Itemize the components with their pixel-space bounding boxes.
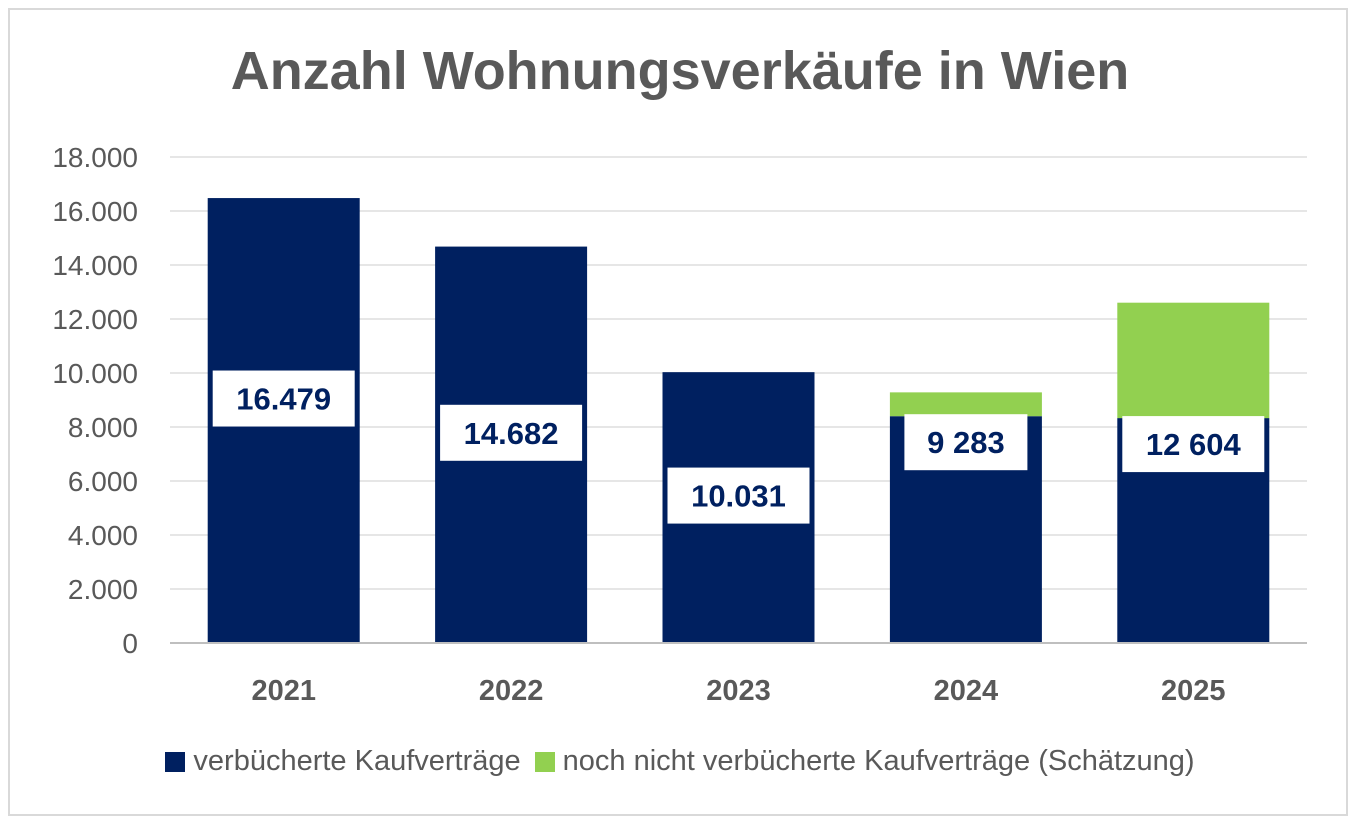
legend-item-booked: verbücherte Kaufverträge — [165, 745, 521, 778]
y-tick-label: 4.000 — [68, 520, 138, 551]
x-tick-label: 2024 — [934, 675, 999, 707]
data-label-box — [1122, 416, 1265, 473]
x-tick-label: 2022 — [479, 675, 544, 707]
y-tick-label: 8.000 — [68, 412, 138, 443]
y-tick-label: 2.000 — [68, 574, 138, 605]
data-label: 9 283 — [927, 425, 1005, 460]
data-label-box — [667, 467, 810, 524]
y-tick-label: 12.000 — [52, 304, 138, 335]
y-tick-label: 14.000 — [52, 250, 138, 281]
legend-swatch — [165, 751, 186, 772]
x-tick-label: 2025 — [1161, 675, 1226, 707]
y-tick-label: 6.000 — [68, 466, 138, 497]
bar-2024-series-1 — [889, 392, 1042, 417]
y-tick-label: 18.000 — [52, 142, 138, 173]
data-label: 14.682 — [464, 416, 559, 451]
x-tick-label: 2021 — [251, 675, 316, 707]
data-label-box — [212, 370, 355, 427]
legend-label: noch nicht verbücherte Kaufverträge (Sch… — [562, 745, 1195, 777]
legend-swatch — [534, 751, 555, 772]
legend-label: verbücherte Kaufverträge — [193, 745, 521, 777]
chart-title: Anzahl Wohnungsverkäufe in Wien — [230, 41, 1130, 101]
data-label: 10.031 — [691, 479, 786, 514]
data-label: 16.479 — [236, 382, 331, 417]
bar-2025-series-1 — [1117, 302, 1270, 419]
x-tick-label: 2023 — [706, 675, 771, 707]
legend-item-estimate: noch nicht verbücherte Kaufverträge (Sch… — [534, 745, 1195, 778]
y-tick-label: 0 — [122, 628, 138, 659]
data-label-box — [904, 414, 1028, 471]
legend: verbücherte Kaufverträge noch nicht verb… — [0, 745, 1360, 778]
y-tick-label: 10.000 — [52, 358, 138, 389]
data-label: 12 604 — [1146, 427, 1242, 462]
data-label-box — [440, 404, 583, 461]
y-tick-label: 16.000 — [52, 196, 138, 227]
